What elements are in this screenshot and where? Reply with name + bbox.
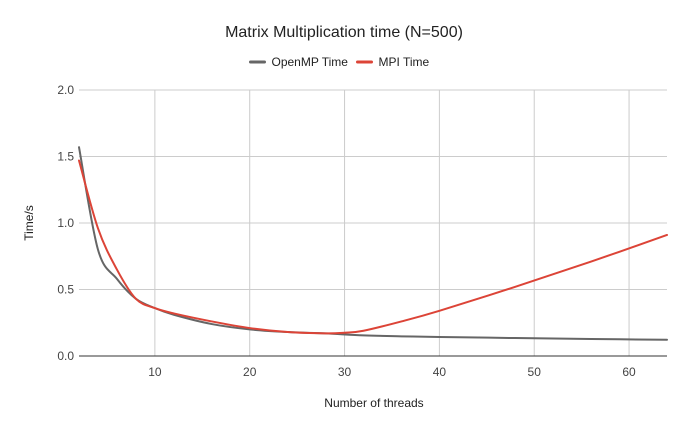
legend-label-openmp-time: OpenMP Time [272,55,349,69]
x-tick-label: 60 [622,365,636,379]
x-tick-label: 50 [528,365,542,379]
x-tick-label: 10 [148,365,162,379]
y-axis-ticks: 0.0 0.5 1.0 1.5 2.0 [57,83,74,363]
legend: OpenMP Time MPI Time [249,55,430,69]
x-tick-label: 40 [433,365,447,379]
series-group [78,146,668,341]
x-axis-label: Number of threads [324,396,423,410]
chart-title: Matrix Multiplication time (N=500) [225,24,463,41]
series-line-mpi-time [78,159,668,335]
x-tick-label: 30 [338,365,352,379]
y-axis-label: Time/s [22,205,36,241]
y-tick-label: 1.0 [57,216,74,230]
legend-label-mpi-time: MPI Time [379,55,430,69]
x-tick-label: 20 [243,365,257,379]
grid-lines [79,89,667,357]
y-tick-label: 0.5 [57,283,74,297]
x-axis-ticks: 10 20 30 40 50 60 [148,365,636,379]
y-tick-label: 2.0 [57,83,74,97]
y-tick-label: 1.5 [57,150,74,164]
y-tick-label: 0.0 [57,349,74,363]
